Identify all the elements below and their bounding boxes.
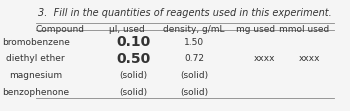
Text: 0.72: 0.72 <box>184 54 204 63</box>
Text: benzophenone: benzophenone <box>2 88 69 97</box>
Text: (solid): (solid) <box>180 88 208 97</box>
Text: 1.50: 1.50 <box>184 38 204 47</box>
Text: (solid): (solid) <box>119 71 147 80</box>
Text: density, g/mL: density, g/mL <box>163 25 225 34</box>
Text: magnesium: magnesium <box>9 71 62 80</box>
Text: (solid): (solid) <box>180 71 208 80</box>
Text: mmol used: mmol used <box>279 25 329 34</box>
Text: Compound: Compound <box>36 25 85 34</box>
Text: 0.10: 0.10 <box>116 35 150 49</box>
Text: bromobenzene: bromobenzene <box>2 38 70 47</box>
Text: 0.50: 0.50 <box>116 52 150 66</box>
Text: xxxx: xxxx <box>299 54 321 63</box>
Text: mg used: mg used <box>236 25 275 34</box>
Text: (solid): (solid) <box>119 88 147 97</box>
Text: 3.  Fill in the quantities of reagents used in this experiment.: 3. Fill in the quantities of reagents us… <box>38 8 332 18</box>
Text: μl, used: μl, used <box>109 25 145 34</box>
Text: xxxx: xxxx <box>253 54 275 63</box>
Text: diethyl ether: diethyl ether <box>6 54 65 63</box>
